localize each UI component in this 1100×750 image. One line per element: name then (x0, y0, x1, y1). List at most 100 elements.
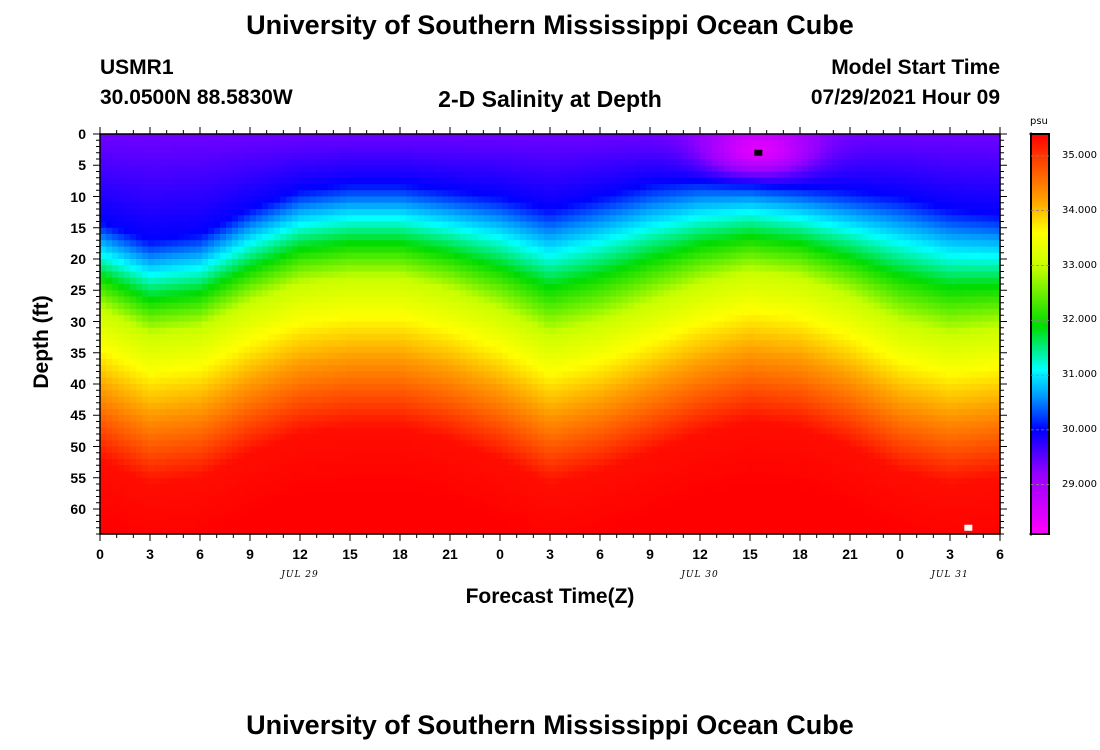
heat-cell (412, 134, 419, 141)
heat-cell (892, 234, 899, 241)
heat-cell (976, 209, 983, 216)
heat-cell (292, 321, 299, 329)
heat-cell (118, 315, 125, 323)
heat-cell (118, 140, 125, 148)
heat-cell (976, 259, 983, 266)
heat-cell (346, 290, 353, 298)
heat-cell (358, 315, 365, 323)
heat-cell (766, 165, 773, 173)
heat-cell (154, 302, 161, 310)
heat-cell (826, 290, 833, 298)
heat-cell (844, 140, 851, 148)
heat-cell (280, 315, 287, 323)
heat-cell (472, 202, 479, 210)
heat-cell (724, 146, 731, 154)
heat-cell (202, 277, 209, 285)
heat-cell (172, 146, 179, 154)
heat-cell (766, 246, 773, 254)
heat-cell (808, 184, 815, 191)
heat-cell (850, 227, 857, 235)
heat-cell (814, 315, 821, 323)
heat-cell (112, 246, 119, 254)
heat-cell (742, 190, 749, 198)
heat-cell (934, 190, 941, 198)
heat-cell (184, 159, 191, 166)
heat-cell (124, 209, 131, 216)
heat-cell (292, 246, 299, 254)
heat-cell (292, 221, 299, 229)
heat-cell (436, 290, 443, 298)
heat-cell (286, 309, 293, 316)
heat-cell (478, 240, 485, 248)
heat-cell (436, 296, 443, 304)
heat-cell (136, 240, 143, 248)
heat-cell (376, 290, 383, 298)
heat-cell (532, 327, 539, 335)
heat-cell (808, 221, 815, 229)
heat-cell (586, 290, 593, 298)
heat-cell (712, 227, 719, 235)
heat-cell (268, 184, 275, 191)
heat-cell (448, 234, 455, 241)
heat-cell (682, 171, 689, 179)
heat-cell (838, 196, 845, 204)
heat-cell (670, 209, 677, 216)
heat-cell (226, 259, 233, 266)
heat-cell (568, 290, 575, 298)
heat-cell (964, 202, 971, 210)
heat-cell (952, 302, 959, 310)
heat-cell (586, 152, 593, 160)
heat-cell (430, 302, 437, 310)
heat-cell (208, 321, 215, 329)
heat-cell (436, 221, 443, 229)
heat-cell (880, 227, 887, 235)
heat-cell (472, 259, 479, 266)
heat-cell (244, 202, 251, 210)
heat-cell (304, 177, 311, 185)
heat-cell (874, 159, 881, 166)
heat-cell (754, 271, 761, 279)
heat-cell (826, 271, 833, 279)
heat-cell (628, 240, 635, 248)
heat-cell (316, 321, 323, 329)
heat-cell (646, 165, 653, 173)
heat-cell (202, 321, 209, 329)
heat-cell (166, 190, 173, 198)
heat-cell (112, 271, 119, 279)
heat-cell (832, 265, 839, 273)
heat-cell (142, 334, 149, 341)
heat-cell (790, 327, 797, 335)
heat-cell (382, 196, 389, 204)
heat-cell (994, 215, 1001, 223)
heat-cell (826, 327, 833, 335)
heat-cell (982, 196, 989, 204)
heat-cell (970, 290, 977, 298)
heat-cell (166, 146, 173, 154)
heat-cell (400, 171, 407, 179)
heat-cell (586, 190, 593, 198)
heat-cell (418, 171, 425, 179)
heat-cell (310, 246, 317, 254)
heat-cell (736, 309, 743, 316)
heat-cell (430, 202, 437, 210)
heat-cell (382, 190, 389, 198)
heat-cell (430, 334, 437, 341)
heat-cell (130, 321, 137, 329)
heat-cell (586, 277, 593, 285)
heat-cell (166, 296, 173, 304)
heat-cell (832, 315, 839, 323)
heat-cell (580, 234, 587, 241)
heat-cell (496, 334, 503, 341)
heat-cell (712, 240, 719, 248)
heat-cell (496, 277, 503, 285)
heat-cell (526, 265, 533, 273)
heat-cell (712, 309, 719, 316)
heat-cell (328, 221, 335, 229)
heat-cell (142, 184, 149, 191)
heat-cell (508, 202, 515, 210)
heat-cell (640, 184, 647, 191)
heat-cell (358, 246, 365, 254)
heat-cell (736, 334, 743, 341)
heat-cell (538, 171, 545, 179)
heat-cell (604, 315, 611, 323)
